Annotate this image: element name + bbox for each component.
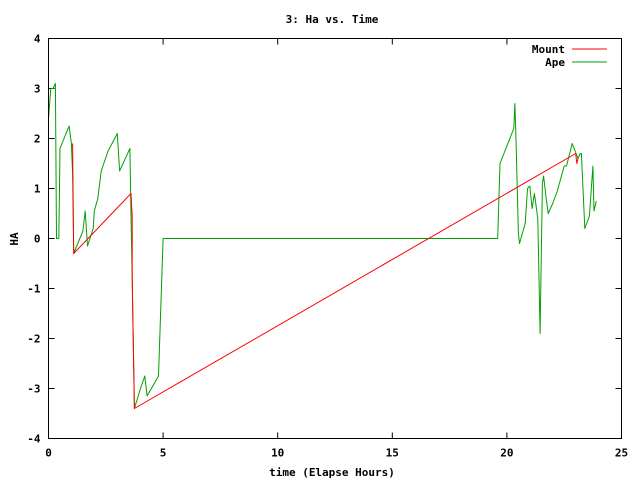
x-tick-label: 15: [386, 447, 399, 460]
plot-lines: [48, 83, 597, 409]
y-tick-label: 4: [34, 33, 41, 46]
y-axis-label: HA: [8, 232, 21, 246]
x-axis-label: time (Elapse Hours): [269, 466, 395, 479]
x-tick-label: 5: [160, 447, 167, 460]
x-tick-label: 20: [500, 447, 513, 460]
y-tick-label: 1: [34, 183, 41, 196]
y-tick-label: 3: [34, 83, 41, 96]
x-tick-label: 25: [615, 447, 628, 460]
y-tick-label: 2: [34, 133, 41, 146]
chart-title: 3: Ha vs. Time: [286, 13, 379, 26]
plot-frame: [48, 38, 622, 439]
y-tick-label: -4: [27, 433, 41, 446]
y-tick-label: 0: [34, 233, 41, 246]
y-tick-label: -3: [27, 383, 40, 396]
y-tick-label: -1: [27, 283, 41, 296]
legend-label-mount: Mount: [532, 43, 565, 56]
legend-label-ape: Ape: [545, 56, 565, 69]
x-tick-label: 0: [45, 447, 52, 460]
x-tick-label: 10: [271, 447, 284, 460]
series-line-mount: [72, 143, 579, 409]
y-tick-label: -2: [27, 333, 40, 346]
axis-ticks: 0 5 10 15 20 25 -4 -3 -2 -1 0 1 2 3 4: [27, 33, 628, 460]
series-line-ape: [48, 83, 597, 409]
